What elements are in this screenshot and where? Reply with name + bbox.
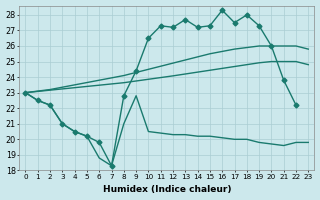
X-axis label: Humidex (Indice chaleur): Humidex (Indice chaleur) <box>103 185 231 194</box>
